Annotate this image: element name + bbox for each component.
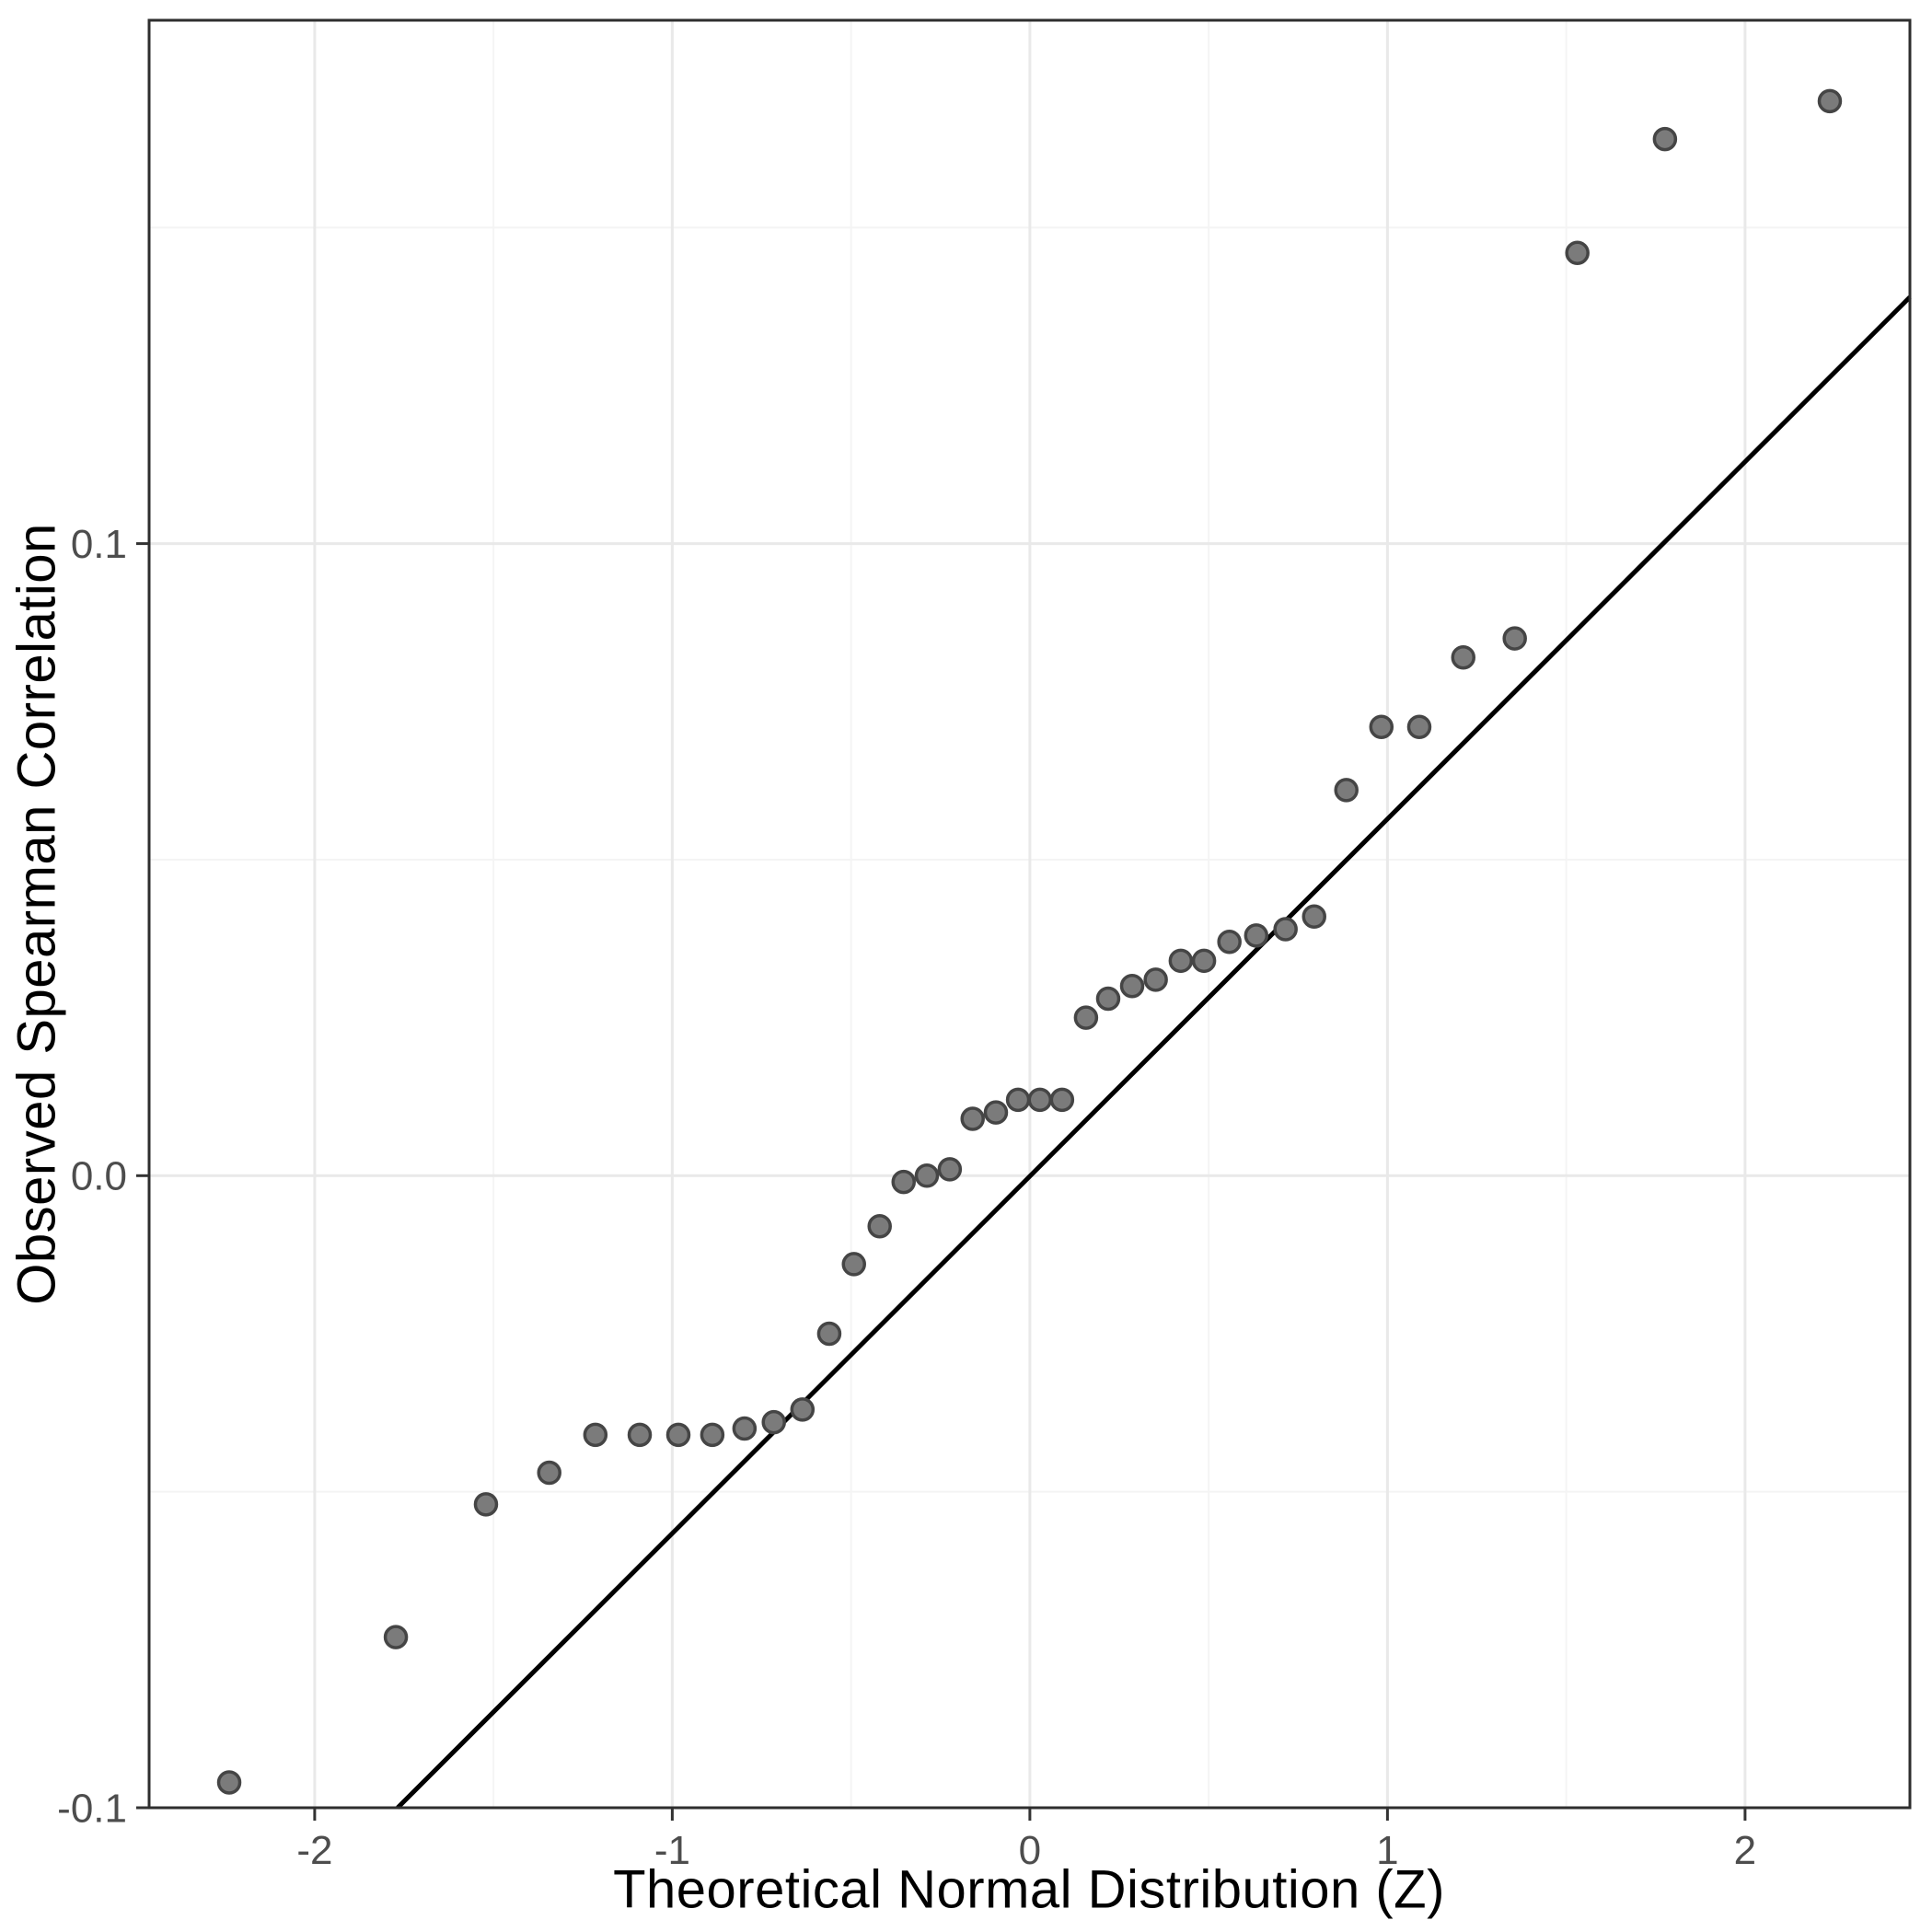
data-point (1005, 1087, 1031, 1113)
y-tick-label: 0.0 (71, 1154, 127, 1199)
data-point (216, 1770, 242, 1795)
data-point (867, 1213, 892, 1239)
x-tick-label: 0 (1019, 1828, 1041, 1873)
x-tick-label: -2 (296, 1828, 332, 1873)
data-point (790, 1397, 816, 1422)
data-point (1273, 917, 1298, 942)
panel-border (147, 18, 1912, 1810)
data-point (841, 1252, 866, 1277)
data-point (583, 1422, 608, 1448)
data-point (700, 1422, 725, 1448)
data-point (1301, 904, 1327, 929)
qq-reference-line (396, 295, 1912, 1810)
data-point (960, 1106, 985, 1131)
x-tick-label: -1 (654, 1828, 690, 1873)
y-axis-title: Observed Spearman Correlation (6, 523, 67, 1305)
data-point (473, 1492, 499, 1517)
x-tick-label: 2 (1734, 1828, 1756, 1873)
data-point (732, 1416, 758, 1441)
data-point (761, 1409, 786, 1435)
data-point (1073, 1005, 1099, 1030)
data-point (1652, 126, 1678, 152)
data-point (627, 1422, 653, 1448)
data-point (1565, 240, 1590, 265)
data-point (383, 1625, 409, 1649)
data-point (816, 1321, 842, 1347)
data-point (1049, 1087, 1075, 1113)
data-point (1502, 626, 1527, 651)
data-point (1095, 986, 1121, 1012)
data-point (665, 1422, 691, 1448)
data-point (1334, 778, 1359, 803)
data-point (1027, 1087, 1053, 1113)
x-tick-label: 1 (1376, 1828, 1398, 1873)
y-tick-label: 0.1 (71, 522, 127, 567)
data-point (1817, 88, 1843, 114)
data-point (937, 1157, 963, 1182)
data-point (1244, 923, 1269, 948)
x-axis-title: Theoretical Normal Distribution (Z) (613, 1859, 1445, 1920)
data-point (914, 1163, 940, 1188)
data-point (1168, 948, 1194, 974)
data-point (1406, 714, 1432, 739)
data-point (1217, 929, 1242, 954)
data-point (983, 1100, 1009, 1125)
data-point (537, 1460, 561, 1486)
data-point (1119, 974, 1145, 999)
data-point (1191, 948, 1217, 974)
data-point (1143, 967, 1168, 992)
data-point (1369, 714, 1394, 739)
data-point (891, 1169, 916, 1195)
y-tick-label: -0.1 (57, 1786, 127, 1831)
data-point (1451, 644, 1476, 670)
